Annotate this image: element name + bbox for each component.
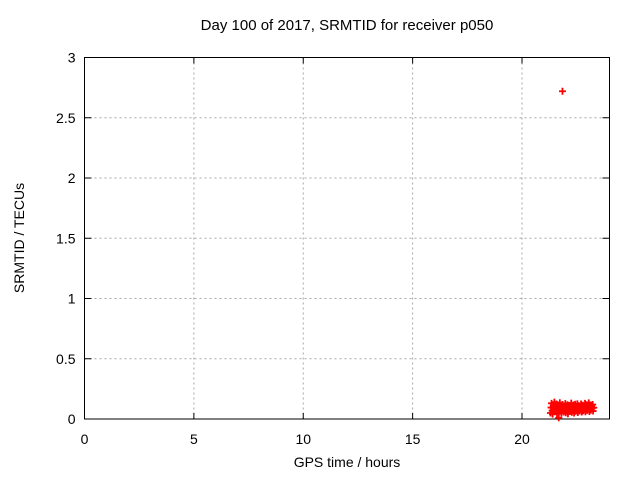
y-tick-label: 3 [68, 50, 76, 66]
data-points-layer [546, 87, 598, 422]
tick-label-layer: 0 5 10 15 20 0 0.5 1 1.5 2 2.5 3 [56, 50, 530, 448]
chart-title: Day 100 of 2017, SRMTID for receiver p05… [201, 17, 494, 34]
y-tick-label: 1.5 [56, 230, 76, 246]
y-axis-label: SRMTID / TECUs [11, 183, 27, 293]
y-tick-label: 0 [68, 411, 76, 427]
y-tick-label: 2 [68, 170, 76, 186]
grid-layer [84, 57, 610, 419]
x-tick-label: 20 [514, 431, 530, 447]
y-tick-label: 1 [68, 291, 76, 307]
x-tick-label: 5 [190, 431, 198, 447]
data-point-marker [590, 404, 598, 412]
y-tick-label: 2.5 [56, 110, 76, 126]
x-axis-label: GPS time / hours [294, 454, 401, 470]
y-tick-label: 0.5 [56, 351, 76, 367]
tick-layer [84, 57, 610, 420]
x-tick-label: 0 [81, 431, 89, 447]
data-point-marker [558, 87, 566, 95]
x-tick-label: 10 [295, 431, 311, 447]
x-tick-label: 15 [405, 431, 421, 447]
